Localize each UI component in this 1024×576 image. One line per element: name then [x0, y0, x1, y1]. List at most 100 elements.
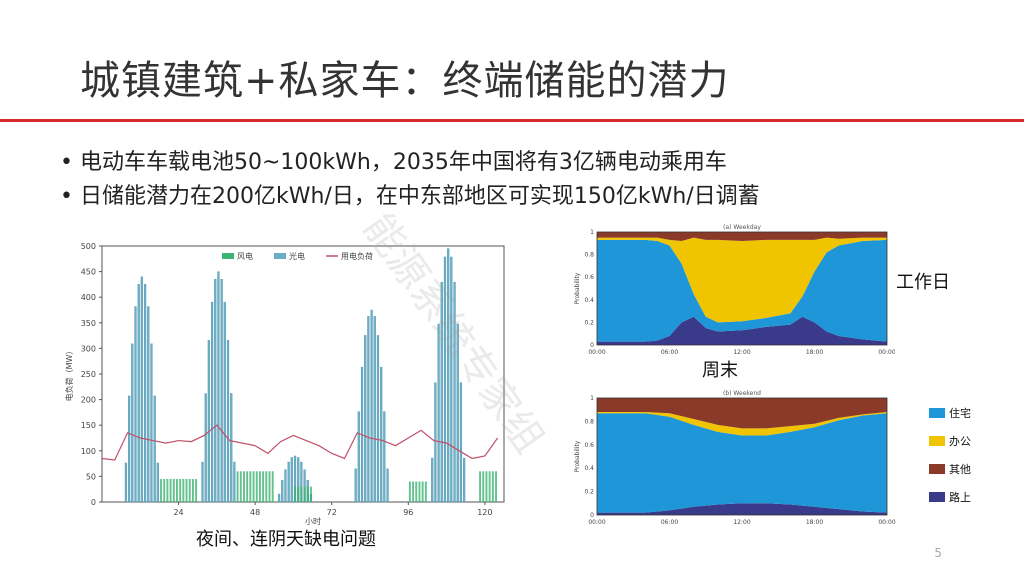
wind-bar	[252, 471, 255, 502]
solar-bar	[277, 493, 281, 503]
x-tick-label: 96	[403, 508, 413, 517]
solar-bar	[290, 457, 293, 503]
solar-bar	[210, 301, 214, 503]
x-tick-label: 120	[477, 508, 492, 517]
solar-bar	[440, 281, 443, 503]
solar-bar	[201, 461, 204, 503]
page-number: 5	[934, 546, 942, 560]
ev-load-chart: 0 50 100 150 200 250 300 350 400 450 500 24 48 72 96 12…	[60, 236, 515, 526]
legend-label: 光电	[289, 251, 305, 261]
y-tick-label: 0.4	[584, 297, 594, 304]
x-axis-label: 小时	[305, 516, 321, 526]
wind-bar	[268, 471, 271, 502]
wind-bar	[249, 471, 252, 502]
y-tick-label: 1	[590, 395, 594, 402]
x-tick-label: 06:00	[661, 349, 678, 356]
solar-bar	[223, 301, 226, 503]
y-tick-label: 0.6	[584, 442, 594, 449]
solar-bar	[230, 393, 233, 503]
other-area	[597, 398, 887, 429]
y-tick-label: 1	[590, 229, 594, 236]
y-tick-label: 0	[91, 498, 96, 507]
plot-frame	[596, 397, 888, 516]
solar-bar	[147, 306, 150, 503]
wind-bar	[310, 486, 312, 502]
legend-swatch	[929, 408, 945, 418]
x-tick-label: 00:00	[878, 349, 895, 356]
residential-area	[597, 413, 887, 513]
wind-bar	[255, 471, 258, 502]
wind-bar	[495, 471, 497, 502]
solar-bar	[156, 462, 159, 503]
weekday-label: 工作日	[896, 272, 950, 293]
wind-bar	[421, 481, 424, 502]
plot-frame	[101, 245, 505, 503]
title-divider	[0, 119, 1024, 122]
weekend-chart-svg: (b) Weekend 0 0.2 0.4 0.6 0.8 1 00:00 06:00 12:00…	[574, 390, 971, 526]
y-tick-label: 0.2	[584, 489, 594, 496]
solar-bar	[281, 480, 284, 503]
solar-bar	[233, 461, 236, 503]
solar-bar	[434, 382, 437, 503]
solar-bar	[287, 461, 290, 503]
y-tick-label: 0	[590, 512, 594, 519]
load-line	[101, 424, 499, 461]
x-tick-label: 24	[173, 508, 183, 517]
bullet-list: 电动车车载电池50~100kWh，2035年中国将有3亿辆电动乘用车 日储能潜力…	[60, 146, 760, 214]
legend-label: 路上	[949, 491, 971, 504]
wind-bar	[412, 481, 415, 502]
solar-bar	[131, 343, 134, 503]
wind-bar	[246, 471, 249, 502]
weekday-probability-chart: (a) Weekday 0 0.2 0.4 0.6 0.8 1 00:00 06:00 12:00…	[555, 222, 896, 360]
x-tick-label: 12:00	[733, 519, 750, 526]
legend-label: 办公	[949, 435, 971, 448]
office-area	[597, 237, 887, 323]
solar-bar	[207, 339, 210, 503]
wind-bar	[188, 478, 191, 502]
wind-bar	[418, 481, 421, 502]
other-area	[597, 232, 887, 242]
wind-bar	[185, 478, 188, 502]
y-tick-label: 100	[81, 447, 96, 456]
solar-bar	[217, 271, 220, 503]
solar-bar	[284, 469, 287, 503]
y-tick-label: 0.4	[584, 465, 594, 472]
solar-bar	[386, 468, 389, 503]
wind-bar	[306, 486, 309, 502]
solar-bar	[367, 316, 370, 503]
solar-bar	[137, 284, 140, 503]
y-tick-label: 500	[81, 242, 96, 251]
wind-bar	[179, 478, 182, 502]
y-tick-label: 200	[81, 396, 96, 405]
solar-bar	[373, 316, 376, 503]
y-tick-label: 300	[81, 344, 96, 353]
wind-bar	[166, 478, 169, 502]
wind-bar	[488, 471, 491, 502]
legend-label: 其他	[949, 463, 971, 476]
wind-bar	[236, 471, 239, 502]
y-tick-label: 0.6	[584, 274, 594, 281]
chart-title: (a) Weekday	[723, 224, 761, 231]
wind-bar	[163, 478, 166, 502]
road-area	[597, 316, 887, 345]
wind-bar	[160, 478, 162, 502]
y-tick-label: 250	[81, 370, 96, 379]
solar-bar	[204, 393, 207, 503]
y-tick-label: 0.8	[584, 252, 594, 259]
y-axis-label: Probability	[574, 440, 581, 472]
y-tick-label: 350	[81, 319, 96, 328]
x-tick-label: 12:00	[733, 349, 750, 356]
wind-bar	[300, 486, 303, 502]
solar-bar	[153, 395, 156, 503]
wind-bar	[271, 471, 274, 502]
bullet-item: 电动车车载电池50~100kWh，2035年中国将有3亿辆电动乘用车	[60, 146, 760, 180]
legend-swatch	[274, 253, 286, 259]
wind-bar	[176, 478, 178, 502]
wind-bar	[485, 471, 488, 502]
legend-swatch	[929, 436, 945, 446]
solar-bar	[437, 323, 440, 503]
x-tick-label: 18:00	[806, 519, 823, 526]
wind-bar	[294, 486, 296, 502]
weekday-chart-svg: (a) Weekday 0 0.2 0.4 0.6 0.8 1 00:00 06:00 12:00…	[574, 224, 896, 356]
road-area	[597, 503, 887, 515]
